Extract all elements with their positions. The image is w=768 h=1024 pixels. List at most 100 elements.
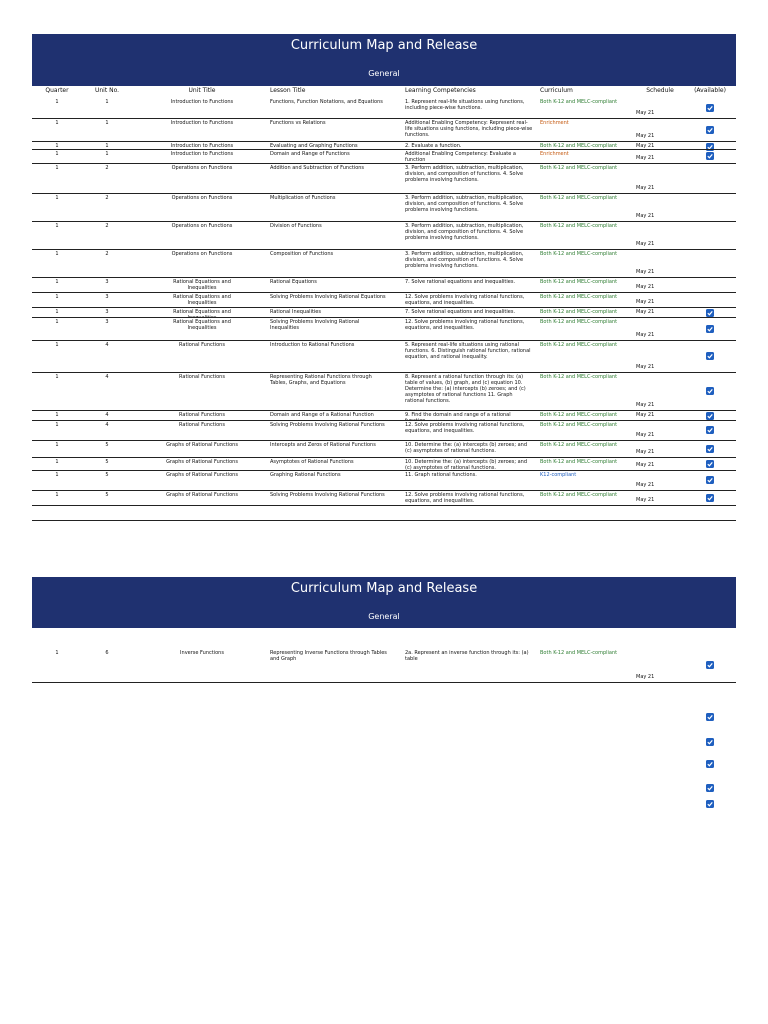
unit-title: Inverse Functions [180, 650, 224, 656]
curriculum: K12-compliant [540, 472, 577, 478]
lesson-title: Intercepts and Zeros of Rational Functio… [270, 442, 376, 448]
lesson-title: Solving Problems Involving Rational Ineq… [270, 319, 360, 331]
unit-title: Rational Functions [179, 342, 225, 348]
schedule: May 21 [636, 213, 655, 219]
quarter: 1 [55, 294, 59, 300]
row-line [32, 221, 736, 222]
row-line [32, 470, 736, 471]
lesson-title: Representing Rational Functions through … [270, 374, 372, 386]
row-line [32, 520, 736, 521]
check-icon [707, 740, 713, 745]
unit-title: Introduction to Functions [170, 143, 234, 149]
curriculum: Both K-12 and MELC-compliant [540, 309, 618, 315]
column-header: Unit No. [94, 87, 120, 94]
checkbox [706, 476, 714, 484]
schedule: May 21 [636, 364, 655, 370]
quarter: 1 [55, 374, 59, 380]
check-icon [707, 311, 713, 316]
quarter: 1 [55, 165, 59, 171]
competencies: 11. Graph rational functions. [405, 472, 477, 478]
row-line [32, 440, 736, 441]
column-header: Unit Title [188, 87, 216, 94]
competencies: Additional Enabling Competency: Evaluate… [405, 151, 516, 163]
lesson-title: Evaluating and Graphing Functions [270, 143, 358, 149]
competencies: 3. Perform addition, subtraction, multip… [405, 223, 524, 241]
curriculum: Both K-12 and MELC-compliant [540, 251, 618, 257]
unit-no: 4 [105, 374, 109, 380]
check-icon [707, 495, 713, 501]
schedule: May 21 [636, 497, 655, 503]
curriculum: Both K-12 and MELC-compliant [540, 422, 618, 428]
curriculum: Both K-12 and MELC-compliant [540, 442, 618, 448]
row-line [32, 249, 736, 250]
unit-title: Graphs of Rational Functions [166, 442, 238, 448]
curriculum: Both K-12 and MELC-compliant [540, 492, 618, 498]
quarter: 1 [55, 279, 59, 285]
quarter: 1 [55, 151, 59, 157]
competencies: 12. Solve problems involving rational fu… [405, 492, 525, 504]
row-line [32, 118, 736, 119]
schedule: May 21 [636, 155, 655, 161]
competencies: 8. Represent a rational function through… [405, 374, 526, 404]
competencies: 9. Find the domain and range of a ration… [405, 412, 511, 420]
competencies: 7. Solve rational equations and inequali… [405, 279, 516, 285]
unit-no: 5 [105, 472, 109, 478]
competencies: 1. Represent real-life situations using … [405, 99, 525, 111]
schedule: May 21 [636, 412, 655, 418]
checkbox [706, 387, 714, 395]
curriculum: Enrichment [540, 120, 569, 126]
header-band: Curriculum Map and Release General [32, 34, 736, 86]
quarter: 1 [55, 422, 59, 428]
curriculum: Both K-12 and MELC-compliant [540, 374, 618, 380]
unit-title: Introduction to Functions [170, 151, 234, 157]
unit-title: Rational Equations and Inequalities [173, 309, 231, 317]
row-line [32, 292, 736, 293]
unit-title: Introduction to Functions [170, 99, 234, 105]
lesson-title: Rational Equations [270, 279, 317, 285]
unit-no: 1 [105, 99, 109, 105]
unit-title: Rational Functions [179, 422, 225, 428]
checkbox [706, 324, 714, 333]
checkbox [706, 125, 714, 134]
row-line [32, 682, 736, 683]
schedule: May 21 [636, 133, 655, 139]
unit-no: 4 [105, 422, 109, 428]
checkbox [706, 784, 714, 792]
curriculum: Both K-12 and MELC-compliant [540, 342, 618, 348]
checkbox [706, 143, 714, 151]
curriculum: Both K-12 and MELC-compliant [540, 459, 618, 465]
competencies: 10. Determine the: (a) intercepts (b) ze… [405, 459, 528, 470]
schedule: May 21 [636, 482, 655, 488]
check-icon [707, 663, 713, 668]
unit-title: Operations on Functions [171, 251, 233, 257]
unit-title: Operations on Functions [171, 165, 233, 171]
check-icon [707, 802, 713, 807]
check-icon [707, 127, 713, 133]
quarter: 1 [55, 342, 59, 348]
competencies: Additional Enabling Competency: Represen… [405, 120, 533, 138]
checkbox [706, 152, 714, 160]
schedule: May 21 [636, 449, 655, 455]
checkbox [706, 713, 714, 721]
checkbox [706, 800, 714, 808]
lesson-title: Functions, Function Notations, and Equat… [270, 99, 383, 105]
row-line [32, 317, 736, 318]
unit-no: 2 [105, 165, 109, 171]
unit-title: Rational Functions [179, 412, 225, 418]
curriculum: Both K-12 and MELC-compliant [540, 195, 618, 201]
checkbox [706, 661, 714, 669]
lesson-title: Solving Problems Involving Rational Func… [270, 492, 385, 498]
unit-no: 5 [105, 492, 109, 498]
schedule: May 21 [636, 269, 655, 275]
competencies: 3. Perform addition, subtraction, multip… [405, 165, 524, 183]
check-icon [707, 446, 713, 452]
unit-title: Rational Equations and Inequalities [173, 294, 231, 306]
quarter: 1 [55, 650, 59, 656]
check-icon [707, 326, 713, 332]
curriculum: Enrichment [540, 151, 569, 157]
lesson-title: Introduction to Rational Functions [270, 342, 355, 348]
schedule: May 21 [636, 309, 655, 315]
unit-no: 4 [105, 412, 109, 418]
quarter: 1 [55, 223, 59, 229]
check-icon [707, 715, 713, 720]
